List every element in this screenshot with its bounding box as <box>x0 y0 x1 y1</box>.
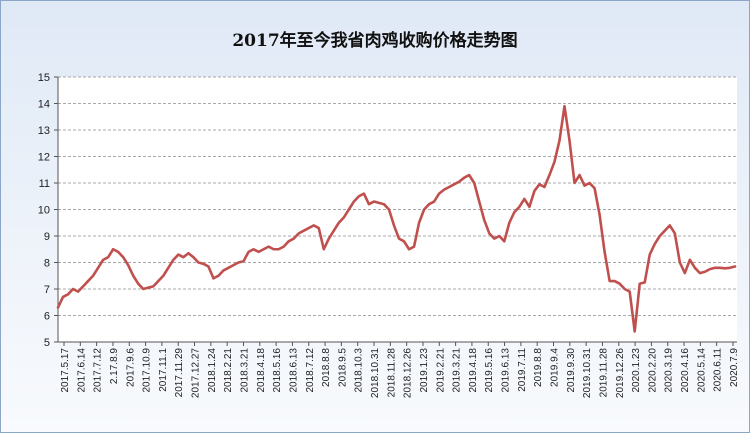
x-tick-label: 2019.12.26 <box>615 348 626 398</box>
x-tick-label: 2018.9.5 <box>337 348 348 387</box>
x-tick-label: 2017.10.9 <box>142 348 153 393</box>
x-tick-label: 2019.9.4 <box>550 348 561 387</box>
x-tick-label: 2018.11.28 <box>386 348 397 398</box>
x-tick-label: 2018.3.21 <box>239 348 250 393</box>
x-tick-label: 2017.12.27 <box>191 348 202 398</box>
price-series-line <box>56 104 737 333</box>
x-tick-label: 2018.7.12 <box>305 348 316 393</box>
x-tick-label: 2020.4.16 <box>680 348 691 393</box>
y-tick-label: 6 <box>44 311 50 323</box>
x-tick-label: 2019.2.21 <box>435 348 446 393</box>
x-tick-label: 2019.4.18 <box>468 348 479 393</box>
x-tick-label: 2020.2.20 <box>647 348 658 393</box>
x-tick-label: 2017.11.29 <box>174 348 185 398</box>
x-tick-label: 2018.8.8 <box>321 348 332 387</box>
x-tick-label: 2017.6.14 <box>76 348 87 393</box>
y-tick-label: 9 <box>44 231 50 243</box>
x-tick-label: 2019.3.21 <box>452 348 463 393</box>
y-axis-ticks: 5 6 7 8 9 10 11 12 13 14 15 <box>38 72 58 349</box>
y-tick-label: 12 <box>38 152 50 164</box>
x-tick-label: 2019.9.30 <box>566 348 577 393</box>
x-tick-label: 2018.10.31 <box>370 348 381 398</box>
grid-lines <box>58 76 737 342</box>
x-tick-label: 2020.6.11 <box>713 348 724 392</box>
x-tick-label: 2018.1.24 <box>207 348 218 393</box>
x-tick-label: 2018.6.13 <box>288 348 299 393</box>
x-tick-label: 2019.1.23 <box>419 348 430 393</box>
y-tick-label: 10 <box>38 205 50 217</box>
x-tick-label: 2018.10.3 <box>354 348 365 393</box>
x-tick-label: 2019.5.16 <box>484 348 495 393</box>
y-tick-label: 5 <box>44 337 50 349</box>
x-tick-label: 2020.1.23 <box>631 348 642 393</box>
y-tick-label: 11 <box>39 178 50 190</box>
x-tick-label: 2018.5.16 <box>272 348 283 393</box>
x-tick-label: 2020.3.19 <box>664 348 675 393</box>
x-axis-ticks: 2017.5.17 2017.6.14 2017.7.12 2.17.8.9 2017.… <box>60 342 740 398</box>
x-tick-label: 2017.7.12 <box>93 348 104 393</box>
x-tick-label: 2020.7.9 <box>729 348 740 387</box>
y-tick-label: 15 <box>38 72 50 84</box>
x-tick-label: 2.17.8.9 <box>109 348 120 385</box>
x-tick-label: 2018.2.21 <box>223 348 234 393</box>
y-tick-label: 13 <box>38 125 50 137</box>
x-tick-label: 2018.4.18 <box>256 348 267 393</box>
x-tick-label: 2017.9.6 <box>125 348 136 387</box>
series-group <box>56 104 737 333</box>
x-tick-label: 2019.10.31 <box>582 348 593 398</box>
x-tick-label: 2019.7.11 <box>517 348 528 392</box>
x-tick-label: 2019.8.8 <box>533 348 544 387</box>
x-tick-label: 2017.11.1 <box>158 348 169 392</box>
x-tick-label: 2018.12.26 <box>403 348 414 398</box>
x-tick-label: 2019.6.13 <box>501 348 512 393</box>
x-tick-label: 2017.5.17 <box>60 348 71 393</box>
chart-title: 2017年至今我省肉鸡收购价格走势图 <box>232 31 518 51</box>
y-tick-label: 7 <box>44 284 50 296</box>
y-tick-label: 14 <box>38 99 50 111</box>
y-tick-label: 8 <box>44 258 50 270</box>
x-tick-label: 2020.5.14 <box>696 348 707 393</box>
x-tick-label: 2019.11.28 <box>598 348 609 398</box>
